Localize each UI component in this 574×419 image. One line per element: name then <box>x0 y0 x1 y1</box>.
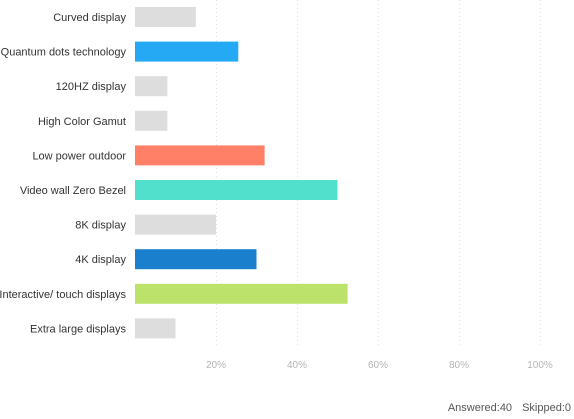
bar <box>135 318 176 339</box>
bar <box>135 214 216 235</box>
category-label: High Color Gamut <box>38 116 126 128</box>
x-tick-labels: 20% 40% 60% 80% 100% <box>206 360 553 371</box>
x-tick-label: 40% <box>287 360 307 371</box>
category-label: Interactive/ touch displays <box>0 289 126 301</box>
bar-chart: Curved display Quantum dots technology 120… <box>0 0 553 371</box>
x-tick-label: 20% <box>206 360 226 371</box>
response-summary: Answered:40 Skipped:0 <box>448 402 571 414</box>
x-tick-label: 100% <box>527 360 553 371</box>
bar <box>135 110 168 131</box>
category-label: Extra large displays <box>30 323 126 335</box>
category-label: 8K display <box>75 220 126 232</box>
answered-label: Answered: <box>447 402 500 414</box>
x-tick-label: 80% <box>449 360 469 371</box>
bar <box>135 76 168 97</box>
bar <box>135 7 196 27</box>
category-label: 4K display <box>75 254 126 266</box>
skipped-label: Skipped: <box>522 402 565 414</box>
answered-count: 40 <box>499 402 513 414</box>
category-labels: Curved display Quantum dots technology 120… <box>0 12 126 335</box>
bar <box>135 249 257 270</box>
category-label: Curved display <box>53 12 126 24</box>
category-label: Quantum dots technology <box>1 47 127 59</box>
x-tick-label: 60% <box>368 360 388 371</box>
bars <box>135 7 348 339</box>
bar <box>135 145 265 166</box>
category-label: 120HZ display <box>56 81 127 93</box>
bar <box>135 41 239 62</box>
bar <box>135 283 348 304</box>
skipped-count: 0 <box>564 402 571 414</box>
category-label: Low power outdoor <box>32 150 126 162</box>
category-label: Video wall Zero Bezel <box>20 185 126 197</box>
bar <box>135 180 338 200</box>
